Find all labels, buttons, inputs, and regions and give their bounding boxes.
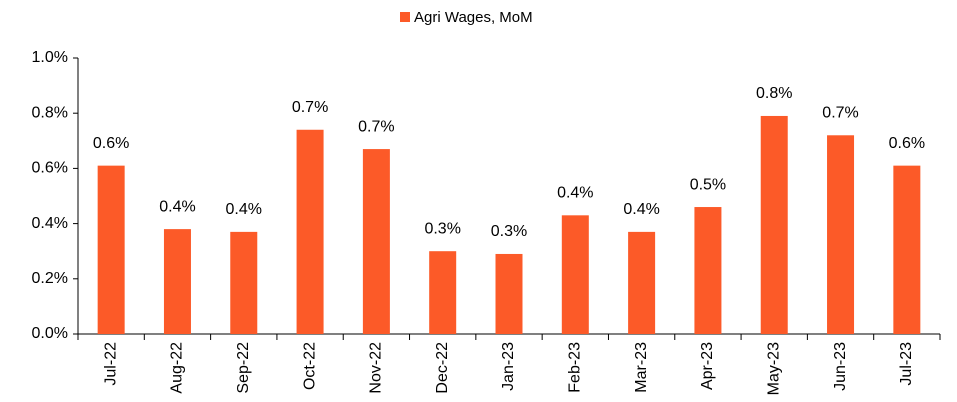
x-tick-label: Jul-22 (102, 342, 119, 386)
legend-label: Agri Wages, MoM (414, 9, 533, 26)
y-tick-label: 0.6% (32, 160, 68, 177)
bar (230, 231, 258, 334)
bar (760, 115, 788, 335)
x-tick-label: May-23 (765, 342, 782, 395)
x-tick-label: Feb-23 (567, 342, 584, 393)
x-tick-label: Oct-22 (301, 342, 318, 390)
y-tick-label: 1.0% (32, 49, 68, 66)
bar (561, 215, 589, 334)
data-label: 0.7% (292, 99, 328, 116)
y-tick-label: 0.2% (32, 270, 68, 287)
x-tick-label: Apr-23 (699, 342, 716, 390)
bar (163, 229, 191, 334)
data-label: 0.4% (623, 201, 659, 218)
x-tick-label: Dec-22 (434, 342, 451, 394)
data-label: 0.3% (424, 220, 460, 237)
data-label: 0.6% (93, 135, 129, 152)
data-label: 0.4% (557, 185, 593, 202)
x-tick-label: Sep-22 (235, 342, 252, 394)
data-label: 0.4% (226, 201, 262, 218)
bar (97, 165, 125, 334)
bar (429, 251, 457, 334)
x-tick-label: Aug-22 (169, 342, 186, 394)
x-tick-label: Jun-23 (832, 342, 849, 391)
data-label: 0.4% (159, 198, 195, 215)
bar (628, 231, 656, 334)
x-tick-label: Jan-23 (500, 342, 517, 391)
data-label: 0.7% (358, 118, 394, 135)
bar (893, 165, 921, 334)
bar (362, 149, 390, 334)
data-label: 0.8% (756, 85, 792, 102)
bar (827, 135, 855, 334)
x-tick-label: Mar-23 (633, 342, 650, 393)
data-label: 0.7% (822, 104, 858, 121)
data-label: 0.3% (491, 223, 527, 240)
y-tick-label: 0.0% (32, 325, 68, 342)
data-label: 0.6% (889, 135, 925, 152)
bar (296, 129, 324, 334)
x-tick-label: Jul-23 (898, 342, 915, 386)
data-label: 0.5% (690, 176, 726, 193)
y-tick-label: 0.8% (32, 104, 68, 121)
bar (495, 253, 523, 334)
legend-swatch (400, 12, 410, 22)
y-tick-label: 0.4% (32, 215, 68, 232)
x-tick-label: Nov-22 (368, 342, 385, 394)
bar (694, 207, 722, 334)
